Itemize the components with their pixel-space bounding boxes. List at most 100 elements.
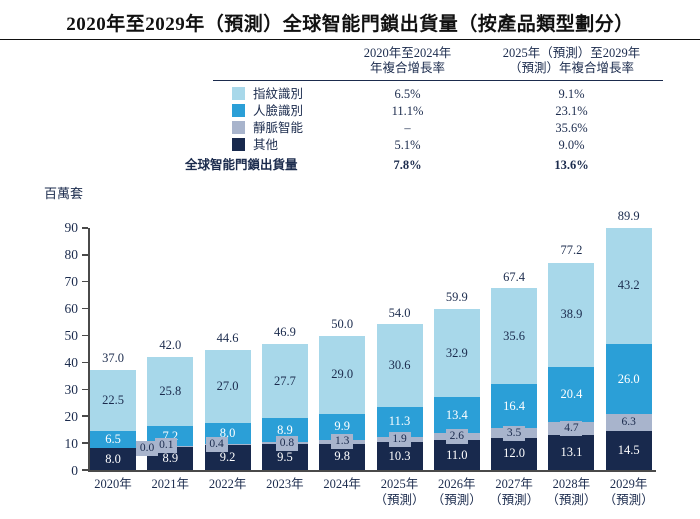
cagr-table-row-fingerprint: 指紋識別 6.5% 9.1% xyxy=(185,86,663,103)
bar-segment-face xyxy=(548,367,595,423)
x-axis-label: 2029年 （預測） xyxy=(596,477,662,508)
y-axis-tick-label: 30 xyxy=(64,381,79,397)
bar-segment-label-vein: 0.8 xyxy=(275,435,298,451)
y-axis-tick-label: 50 xyxy=(64,328,79,343)
bar-segment-fingerprint xyxy=(90,370,136,431)
bar-segment-label-fingerprint: 25.8 xyxy=(159,384,182,399)
bar-segment-fingerprint xyxy=(548,262,595,368)
legend-item-face: 人臉識別 xyxy=(185,103,335,120)
x-axis-label-year: 2024年 xyxy=(323,477,361,491)
bar-segment-fingerprint xyxy=(376,324,423,407)
bar-segment-fingerprint xyxy=(147,357,194,427)
bar-segment-label-others: 9.5 xyxy=(277,449,293,464)
bar-segment-fingerprint xyxy=(204,350,251,423)
bar-segment-others xyxy=(548,434,595,470)
bar-total-label: 44.6 xyxy=(216,331,239,346)
x-axis-label-year: 2022年 xyxy=(208,477,247,491)
x-axis-label: 2026年 （預測） xyxy=(424,477,490,508)
x-axis-label-year: 2026年 xyxy=(438,477,476,491)
cagr-value-2025-2029-fingerprint: 9.1% xyxy=(558,87,585,101)
bar-total-label: 59.9 xyxy=(445,289,468,304)
y-axis-tick-label: 10 xyxy=(64,435,79,451)
legend-swatch-others xyxy=(232,138,245,151)
legend-item-fingerprint: 指紋識別 xyxy=(185,86,335,103)
cagr-col-header-line: 年複合增長率 xyxy=(369,61,445,75)
y-axis-tick-mark xyxy=(82,361,88,364)
x-axis-label-forecast: （預測） xyxy=(489,492,540,507)
cagr-table-row-others: 其他 5.1% 9.0% xyxy=(185,137,663,154)
legend-swatch-face xyxy=(232,104,245,117)
y-axis-tick-mark xyxy=(82,307,88,310)
bar-segment-label-others: 10.3 xyxy=(388,448,411,463)
chart-title-block: 2020年至2029年（預測）全球智能門鎖出貨量（按產品類型劃分） xyxy=(0,0,700,40)
bar-segment-label-fingerprint: 30.6 xyxy=(388,358,411,373)
x-axis-label: 2020年 xyxy=(80,477,146,493)
cagr-value-2020-2024-others: 5.1% xyxy=(394,138,421,152)
y-axis-tick-label: 60 xyxy=(64,301,79,317)
bar-segment-label-vein: 6.3 xyxy=(617,415,640,431)
bar-segment-face xyxy=(90,430,136,449)
bar-segment-label-vein: 0.0 xyxy=(136,440,158,456)
bar-total-label: 54.0 xyxy=(388,305,411,320)
legend-swatch-fingerprint xyxy=(232,87,245,100)
bar-segment-label-face: 8.0 xyxy=(219,425,236,440)
bar-segment-vein xyxy=(204,444,251,446)
bar-total-label: 89.9 xyxy=(617,209,640,224)
bar-segment-label-face: 13.4 xyxy=(445,407,468,422)
x-axis-line xyxy=(88,470,656,472)
bar-segment-fingerprint xyxy=(261,343,308,419)
x-axis-label: 2024年 xyxy=(309,477,375,493)
bar-segment-label-vein: 4.7 xyxy=(560,420,583,436)
cagr-value-2025-2029-vein: 35.6% xyxy=(555,121,588,135)
bar-segment-face xyxy=(491,384,538,429)
x-axis-label: 2021年 xyxy=(137,477,203,493)
x-axis-label-forecast: （預測） xyxy=(374,492,425,507)
bar-segment-label-fingerprint: 27.7 xyxy=(273,373,296,388)
chart-title: 2020年至2029年（預測）全球智能門鎖出貨量（按產品類型劃分） xyxy=(66,14,634,35)
bar-segment-label-face: 16.4 xyxy=(503,398,526,413)
bar-total-label: 50.0 xyxy=(331,316,354,331)
y-axis-tick-label: 40 xyxy=(64,354,79,370)
x-axis-label-forecast: （預測） xyxy=(603,492,654,507)
y-axis-tick-label: 70 xyxy=(64,274,79,290)
bar-segment-label-vein: 0.4 xyxy=(205,437,228,453)
x-axis-label-year: 2020年 xyxy=(94,477,132,491)
bar-total-label: 77.2 xyxy=(560,243,583,258)
bar-segment-label-face: 9.9 xyxy=(334,419,350,434)
cagr-value-2020-2024-fingerprint: 6.5% xyxy=(394,87,421,101)
bar-segment-label-vein: 1.3 xyxy=(331,434,354,450)
bar-segment-label-fingerprint: 35.6 xyxy=(503,328,526,343)
bar-segment-label-fingerprint: 43.2 xyxy=(617,278,640,293)
x-axis-label-year: 2028年 xyxy=(552,477,591,491)
y-axis-tick-mark xyxy=(82,334,88,337)
bar-total-label: 37.0 xyxy=(102,351,124,366)
cagr-value-2020-2024-vein: – xyxy=(404,121,411,135)
y-axis-tick-mark xyxy=(82,442,88,444)
bar-segment-label-fingerprint: 38.9 xyxy=(560,307,583,322)
x-axis-label: 2027年 （預測） xyxy=(481,477,547,508)
cagr-table-body: 指紋識別 6.5% 9.1% 人臉識別 11.1% 23.1% 靜脈智能 – 35.6% 其他 5.… xyxy=(185,86,663,154)
x-axis-label-forecast: （預測） xyxy=(546,492,597,507)
bar-segment-others xyxy=(491,437,538,470)
y-axis-tick-mark xyxy=(82,227,88,229)
bar-segment-label-face: 8.9 xyxy=(277,422,293,437)
legend-item-vein: 靜脈智能 xyxy=(185,120,335,137)
y-axis-tick-label: 0 xyxy=(71,462,78,478)
cagr-table: 2020年至2024年 年複合增長率 2025年（預測）至2029年 （預測）年… xyxy=(185,46,663,175)
bar-segment-others xyxy=(433,440,480,470)
bar-segment-label-others: 12.0 xyxy=(503,446,526,461)
cagr-col-header-line: 2025年（預測）至2029年 xyxy=(502,46,641,60)
bar-segment-face xyxy=(433,397,480,434)
legend-swatch-vein xyxy=(232,121,245,134)
y-axis-tick-label: 90 xyxy=(64,220,79,236)
bar-segment-label-others: 13.1 xyxy=(560,444,583,459)
cagr-col-header-2025-2029: 2025年（預測）至2029年 （預測）年複合增長率 xyxy=(480,46,663,76)
y-axis-tick-label: 20 xyxy=(64,408,79,424)
cagr-value-2020-2024-face: 11.1% xyxy=(391,104,424,118)
bar-segment-label-face: 20.4 xyxy=(560,387,583,402)
bar-segment-fingerprint xyxy=(433,308,480,398)
bar-segment-label-others: 11.0 xyxy=(446,447,468,462)
x-axis-label-year: 2023年 xyxy=(266,477,304,491)
